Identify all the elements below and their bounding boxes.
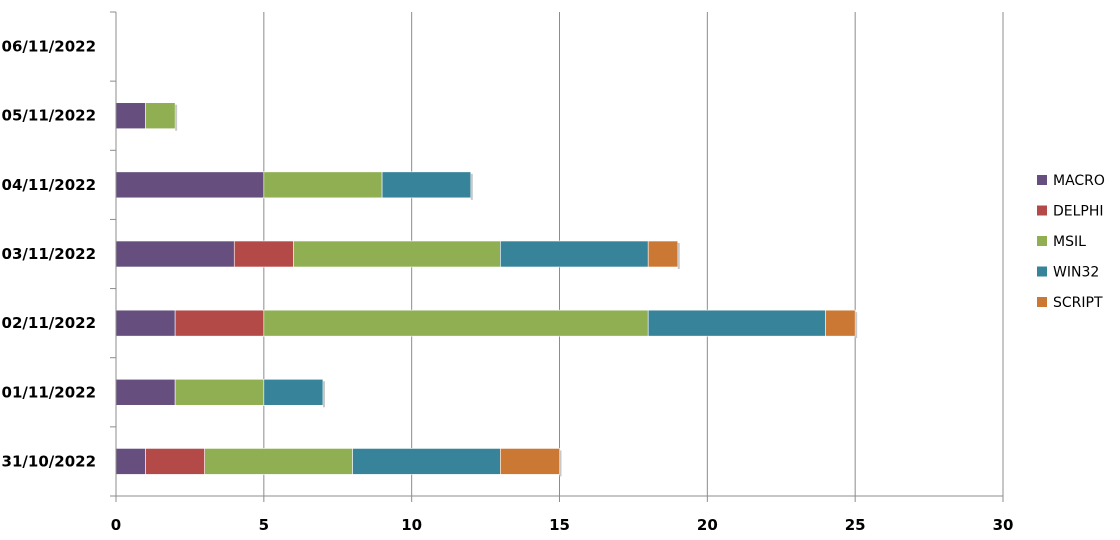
x-axis-tick-labels: 0 5 10 15 20 25 30: [111, 516, 1014, 534]
legend-label-macro: MACRO: [1053, 173, 1105, 189]
bar-segment-msil-02/11/2022: [263, 309, 649, 337]
bar-segment-win32-31/10/2022: [352, 448, 501, 475]
bar-segment-win32-03/11/2022: [500, 240, 649, 268]
x-tick-label: 25: [845, 516, 866, 534]
y-tick-label: 31/10/2022: [2, 452, 96, 470]
legend-swatch-macro: [1037, 175, 1047, 185]
legend-label-msil: MSIL: [1053, 234, 1086, 250]
legend-label-win32: WIN32: [1053, 265, 1099, 281]
bar-segment-delphi-03/11/2022: [233, 240, 294, 268]
bar-segment-delphi-31/10/2022: [145, 448, 206, 475]
bar-segment-script-03/11/2022: [647, 240, 679, 268]
bar-shadow: [470, 173, 473, 200]
bar-shadow: [559, 450, 562, 477]
bar-shadow: [322, 381, 325, 408]
bar-segment-msil-03/11/2022: [293, 240, 501, 268]
x-tick-label: 10: [401, 516, 422, 534]
x-tick-label: 30: [993, 516, 1014, 534]
bar-segment-script-31/10/2022: [500, 448, 560, 475]
y-tick-label: 03/11/2022: [2, 245, 96, 263]
x-tick-label: 0: [111, 516, 121, 534]
bar-segment-msil-01/11/2022: [174, 378, 265, 406]
bar-segment-msil-05/11/2022: [145, 102, 176, 130]
legend: MACRO DELPHI MSIL WIN32 SCRIPT: [1037, 173, 1105, 311]
bar-segment-macro-02/11/2022: [115, 309, 176, 337]
x-tick-label: 5: [259, 516, 269, 534]
bar-shadow: [855, 312, 858, 339]
legend-label-delphi: DELPHI: [1053, 204, 1104, 220]
legend-swatch-msil: [1037, 236, 1047, 246]
bar-segment-msil-31/10/2022: [204, 448, 353, 475]
bar-segment-macro-03/11/2022: [115, 240, 235, 268]
x-tick-label: 20: [697, 516, 718, 534]
y-axis-tick-labels: 31/10/2022 01/11/2022 02/11/2022 03/11/2022…: [2, 38, 96, 471]
legend-swatch-win32: [1037, 266, 1047, 277]
bars: [115, 102, 858, 477]
bar-segment-macro-04/11/2022: [115, 171, 265, 199]
axes: [110, 11, 1004, 502]
bar-segment-win32-04/11/2022: [381, 171, 472, 199]
bar-shadow: [677, 243, 680, 269]
bar-segment-delphi-02/11/2022: [174, 309, 265, 337]
bar-segment-script-02/11/2022: [825, 309, 856, 337]
bar-segment-macro-01/11/2022: [115, 378, 176, 406]
bar-shadow: [175, 104, 178, 131]
bar-segment-macro-05/11/2022: [115, 102, 146, 130]
y-tick-label: 02/11/2022: [2, 314, 96, 332]
bar-segment-msil-04/11/2022: [263, 171, 383, 199]
legend-label-script: SCRIPT: [1053, 295, 1103, 311]
legend-swatch-script: [1037, 297, 1047, 307]
y-tick-label: 04/11/2022: [2, 176, 96, 194]
bar-segment-win32-01/11/2022: [263, 378, 324, 406]
bar-segment-win32-02/11/2022: [647, 309, 826, 337]
legend-swatch-delphi: [1037, 205, 1047, 216]
bar-segment-macro-31/10/2022: [115, 448, 146, 475]
y-tick-label: 05/11/2022: [2, 107, 96, 125]
x-tick-label: 15: [549, 516, 570, 534]
y-tick-label: 01/11/2022: [2, 383, 96, 401]
y-tick-label: 06/11/2022: [2, 38, 96, 56]
